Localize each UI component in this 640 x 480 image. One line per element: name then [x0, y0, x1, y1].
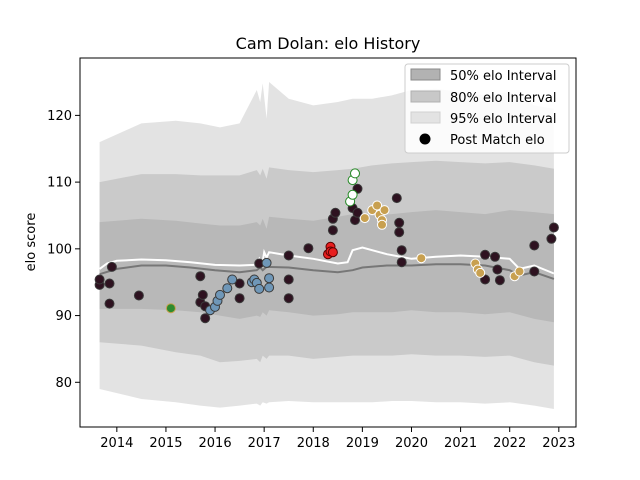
x-tick-label-2017: 2017	[248, 436, 281, 451]
data-point-1-12	[265, 283, 274, 292]
data-point-2-3	[328, 248, 337, 257]
data-point-0-3	[105, 299, 114, 308]
data-point-0-15	[284, 275, 293, 284]
chart-title: Cam Dolan: elo History	[236, 34, 421, 53]
x-tick-label-2016: 2016	[199, 436, 232, 451]
x-tick-label-2022: 2022	[493, 436, 526, 451]
data-point-0-18	[328, 226, 337, 235]
data-point-0-4	[107, 262, 116, 271]
y-axis: 80 90 100 110 120	[47, 109, 80, 391]
x-tick-label-2015: 2015	[149, 436, 182, 451]
data-point-0-1	[95, 275, 104, 284]
data-point-1-10	[262, 258, 271, 267]
data-point-5-0	[166, 304, 175, 313]
data-point-3-1	[348, 190, 357, 199]
data-point-0-32	[491, 252, 500, 261]
data-point-0-5	[134, 291, 143, 300]
data-point-0-35	[530, 241, 539, 250]
data-point-4-6	[380, 206, 389, 215]
y-tick-label-90: 90	[55, 309, 72, 324]
data-point-4-5	[378, 220, 387, 229]
y-tick-label-120: 120	[47, 109, 72, 124]
legend-label-50: 50% elo Interval	[450, 69, 557, 84]
data-point-0-30	[481, 250, 490, 259]
data-point-0-6	[196, 272, 205, 281]
data-point-0-34	[495, 276, 504, 285]
y-tick-label-100: 100	[47, 242, 72, 257]
x-tick-label-2021: 2021	[444, 436, 477, 451]
data-point-0-11	[235, 294, 244, 303]
y-tick-label-80: 80	[55, 376, 72, 391]
data-point-1-5	[228, 275, 237, 284]
data-point-0-33	[493, 265, 502, 274]
data-point-0-20	[331, 208, 340, 217]
data-point-0-10	[201, 314, 210, 323]
y-tick-label-110: 110	[47, 176, 72, 191]
legend-marker-post-match	[420, 134, 431, 145]
data-point-0-27	[395, 228, 404, 237]
data-point-0-38	[549, 223, 558, 232]
data-point-0-26	[395, 218, 404, 227]
y-axis-label: elo score	[24, 213, 39, 272]
legend-label-post-match: Post Match elo	[450, 133, 545, 148]
data-point-1-3	[216, 290, 225, 299]
data-point-3-3	[351, 169, 360, 178]
data-point-4-10	[476, 268, 485, 277]
data-point-0-29	[397, 258, 406, 267]
legend: 50% elo Interval 80% elo Interval 95% el…	[405, 64, 569, 153]
data-point-0-25	[392, 194, 401, 203]
data-point-0-2	[105, 279, 114, 288]
data-point-0-36	[530, 267, 539, 276]
x-tick-label-2020: 2020	[395, 436, 428, 451]
data-point-4-0	[360, 214, 369, 223]
data-point-1-4	[223, 284, 232, 293]
x-tick-label-2014: 2014	[100, 436, 133, 451]
data-point-4-7	[417, 254, 426, 263]
legend-swatch-95	[411, 112, 440, 123]
data-point-0-8	[198, 290, 207, 299]
legend-label-95: 95% elo Interval	[450, 112, 557, 127]
data-point-4-12	[515, 267, 524, 276]
data-point-1-11	[265, 274, 274, 283]
data-point-1-9	[255, 284, 264, 293]
x-axis: 2014 2015 2016 2017 2018 2019 2020 2021 2022 2023	[100, 427, 575, 451]
x-tick-label-2019: 2019	[346, 436, 379, 451]
x-tick-label-2018: 2018	[297, 436, 330, 451]
legend-swatch-80	[411, 91, 440, 102]
data-point-0-28	[397, 246, 406, 255]
data-point-0-14	[284, 251, 293, 260]
data-point-0-17	[304, 244, 313, 253]
data-point-0-37	[547, 234, 556, 243]
legend-label-80: 80% elo Interval	[450, 91, 557, 106]
x-tick-label-2023: 2023	[542, 436, 575, 451]
legend-swatch-50	[411, 69, 440, 80]
data-point-0-16	[284, 294, 293, 303]
